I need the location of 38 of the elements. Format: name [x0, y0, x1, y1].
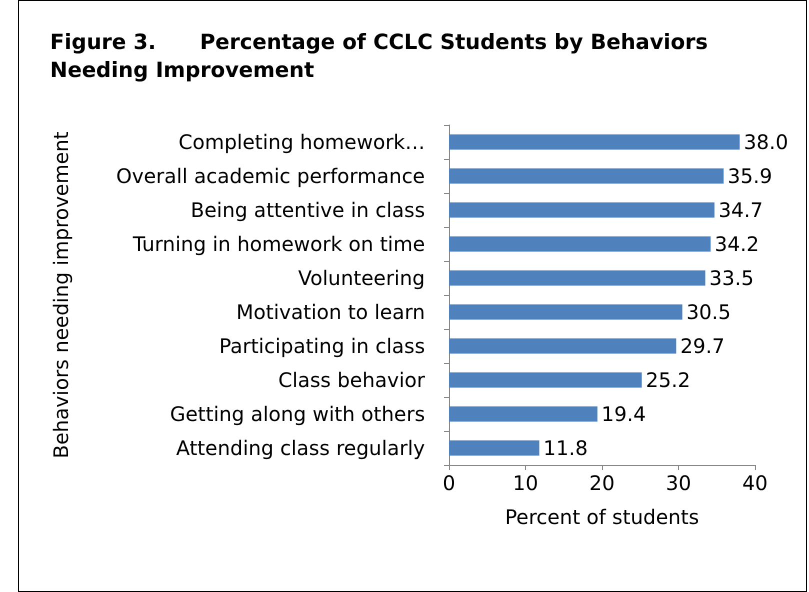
bar	[449, 338, 676, 354]
x-tick-label: 0	[442, 471, 456, 495]
data-label: 11.8	[543, 436, 588, 460]
data-label: 19.4	[601, 402, 646, 426]
bar	[449, 406, 598, 422]
data-label: 38.0	[744, 130, 788, 154]
data-label: 34.2	[714, 232, 760, 256]
data-label: 30.5	[686, 300, 731, 324]
y-tick-label: Motivation to learn	[236, 300, 425, 324]
chart-title: Figure 3. Percentage of CCLC Students by Behaviors Needing Improvement	[50, 29, 709, 84]
data-label: 34.7	[718, 198, 763, 222]
x-tick-label: 30	[666, 471, 692, 495]
bar	[449, 304, 682, 320]
y-tick-label: Attending class regularly	[176, 436, 426, 460]
y-tick-label: Being attentive in class	[190, 198, 425, 222]
data-label: 29.7	[680, 334, 725, 358]
bar	[449, 202, 714, 218]
data-label: 35.9	[728, 164, 772, 188]
y-tick-label: Completing homework…	[178, 130, 425, 154]
bar	[449, 168, 724, 184]
y-tick-label: Turning in homework on time	[132, 232, 425, 256]
bar	[449, 134, 740, 150]
y-tick-label: Class behavior	[278, 368, 426, 392]
y-tick-label: Overall academic performance	[116, 164, 425, 188]
x-tick-label: 10	[512, 471, 538, 495]
x-tick-label: 40	[742, 471, 768, 495]
bar	[449, 440, 540, 456]
y-tick-label: Getting along with others	[170, 402, 425, 426]
y-tick-label: Volunteering	[298, 266, 425, 290]
data-label: 25.2	[646, 368, 690, 392]
data-label: 33.5	[709, 266, 754, 290]
x-axis-title: Percent of students	[504, 505, 700, 529]
bar	[449, 236, 711, 252]
y-tick-label: Participating in class	[219, 334, 425, 358]
bar	[449, 270, 706, 286]
bar	[449, 372, 642, 388]
x-tick-label: 20	[589, 471, 615, 495]
y-axis-title: Behaviors needing improvement	[49, 131, 73, 459]
